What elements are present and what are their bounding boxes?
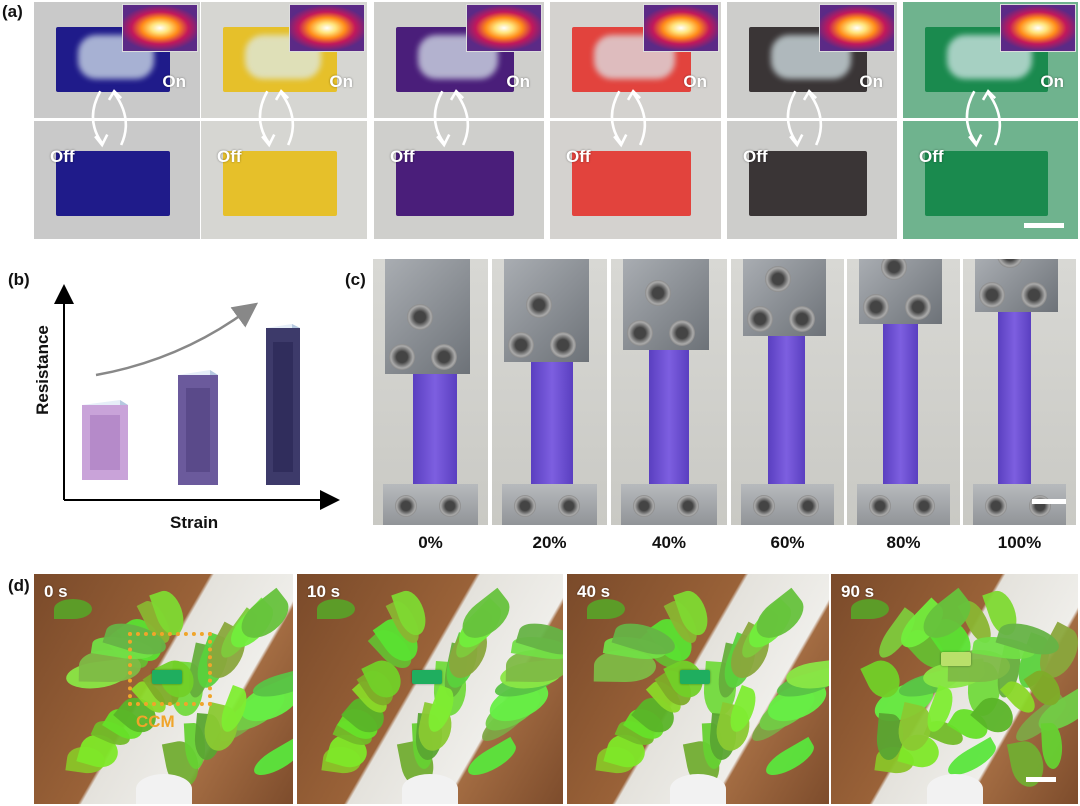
tensile-photo-3 [731, 259, 844, 525]
sample-block-unstrained [82, 400, 128, 480]
time-label: 40 s [577, 582, 611, 601]
off-label: Off [743, 147, 768, 166]
off-label: Off [919, 147, 944, 166]
on-label: On [859, 72, 883, 91]
thermal-image-inset [289, 4, 365, 52]
thermal-image-inset [466, 4, 542, 52]
on-label: On [683, 72, 707, 91]
strain-label: 80% [886, 533, 921, 552]
sample-block-medium-strain [178, 370, 218, 485]
off-label: Off [566, 147, 591, 166]
ccm-sensor [412, 670, 442, 684]
off-label: Off [217, 147, 242, 166]
strain-label: 100% [997, 533, 1042, 552]
off-photo-1: Off [201, 121, 367, 239]
on-off-cycle-arrows [602, 82, 654, 161]
strain-label: 40% [651, 533, 687, 552]
ccm-sensor [680, 670, 710, 684]
strain-label: 0% [418, 533, 443, 552]
panel-label-a: (a) [2, 2, 23, 21]
thermal-image-inset [819, 4, 895, 52]
off-photo-2: Off [374, 121, 544, 239]
off-label: Off [50, 147, 75, 166]
on-off-cycle-arrows [957, 82, 1009, 161]
ccm-label: CCM [136, 712, 175, 731]
plant-photo-2: 40 s [567, 574, 829, 804]
ccm-sensor [941, 652, 971, 666]
on-off-cycle-arrows [425, 82, 477, 161]
time-label: 0 s [44, 582, 68, 601]
off-photo-3: Off [550, 121, 721, 239]
on-off-cycle-arrows [83, 82, 135, 161]
on-label: On [506, 72, 530, 91]
scale-bar [1032, 499, 1066, 504]
plant-photo-0: 0 s CCM [34, 574, 293, 804]
time-label: 90 s [841, 582, 875, 601]
off-photo-4: Off [727, 121, 897, 239]
tensile-photo-1 [492, 259, 607, 525]
tensile-photo-5 [963, 259, 1076, 525]
off-photo-5: Off [903, 121, 1078, 239]
tensile-photo-2 [611, 259, 727, 525]
plant-photo-3: 90 s [831, 574, 1078, 804]
on-off-cycle-arrows [250, 82, 302, 161]
tensile-photo-0 [373, 259, 488, 525]
strain-label: 60% [770, 533, 805, 552]
ccm-highlight-box [128, 632, 212, 706]
strain-resistance-schematic [54, 284, 340, 510]
on-photo-0: On [34, 2, 200, 118]
y-axis-label: Resistance [33, 325, 52, 415]
sample-block-high-strain [266, 324, 300, 485]
ccm-sensor [152, 670, 182, 684]
thermal-image-inset [1000, 4, 1076, 52]
on-off-cycle-arrows [778, 82, 830, 161]
panel-label-d: (d) [8, 576, 30, 595]
plant-photo-1: 10 s [297, 574, 563, 804]
strain-label: 20% [532, 533, 567, 552]
on-photo-5: On [903, 2, 1078, 118]
thermal-image-inset [643, 4, 719, 52]
off-photo-0: Off [34, 121, 200, 239]
on-label: On [329, 72, 353, 91]
thermal-image-inset [122, 4, 198, 52]
scale-bar [1026, 777, 1056, 782]
scale-bar [1024, 223, 1064, 228]
on-label: On [162, 72, 186, 91]
x-axis-label: Strain [170, 513, 219, 532]
time-label: 10 s [307, 582, 341, 601]
on-label: On [1040, 72, 1064, 91]
panel-label-c: (c) [345, 270, 366, 289]
panel-label-b: (b) [8, 270, 30, 289]
tensile-photo-4 [847, 259, 960, 525]
off-label: Off [390, 147, 415, 166]
trend-arrow [95, 302, 259, 377]
on-photo-2: On [374, 2, 544, 118]
